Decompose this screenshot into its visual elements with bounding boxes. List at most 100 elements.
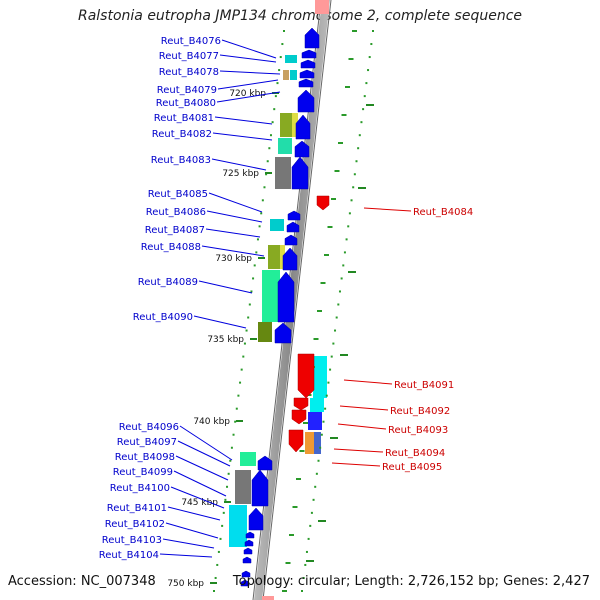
plus-gene-arrow	[251, 469, 269, 507]
plus-gene-arrow	[274, 322, 292, 344]
guide-dot	[260, 212, 263, 215]
guide-dot	[312, 498, 315, 501]
guide-dot	[221, 524, 224, 527]
leader-line-right	[337, 423, 387, 430]
backbone-edge	[262, 0, 332, 600]
gene-label-left: Reut_B4088	[141, 242, 201, 253]
plus-gene-arrow	[243, 547, 253, 555]
plus-gene-arrow	[299, 69, 315, 79]
leader-line-left	[219, 70, 281, 75]
guide-dot	[250, 290, 253, 293]
guide-dot	[317, 459, 320, 462]
minus-gene-arrow	[293, 397, 309, 411]
guide-dot	[227, 472, 230, 475]
guide-dot	[303, 422, 308, 424]
kbp-tick	[210, 582, 217, 584]
cog-block	[290, 70, 297, 80]
guide-dot	[341, 114, 347, 116]
minus-gene-arrow	[297, 353, 315, 399]
guide-dot	[256, 238, 259, 241]
guide-dot	[224, 498, 227, 501]
cog-block	[308, 412, 322, 430]
kbp-tick-label: 745 kbp	[181, 498, 218, 508]
guide-dot	[248, 303, 251, 306]
guide-dot	[217, 550, 220, 553]
minor-tick	[318, 520, 326, 522]
guide-dot	[282, 590, 287, 592]
guide-dot	[240, 368, 243, 371]
guide-dot	[372, 30, 374, 32]
guide-dot	[219, 537, 222, 540]
kbp-tick-label: 720 kbp	[229, 89, 266, 99]
plus-gene-arrow	[284, 234, 298, 246]
guide-dot	[338, 142, 343, 144]
guide-dot	[355, 160, 358, 163]
plus-gene-arrow	[301, 49, 317, 59]
plus-gene-arrow	[277, 271, 295, 323]
gene-label-left: Reut_B4086	[146, 207, 206, 218]
leader-line-left	[167, 506, 221, 521]
guide-dot	[362, 108, 365, 111]
kbp-tick-label: 740 kbp	[193, 417, 230, 427]
cog-block	[305, 432, 315, 454]
leader-line-left	[206, 210, 263, 223]
guide-dot	[348, 212, 351, 215]
guide-dot	[305, 550, 308, 553]
minor-tick	[366, 104, 374, 106]
kbp-tick-label: 750 kbp	[167, 579, 204, 589]
plus-gene-arrow	[287, 210, 301, 221]
kbp-tick-marks: 720 kbp 725 kbp 730 kbp 735 kbp 740 kbp 745 k…	[167, 89, 374, 589]
kbp-tick	[265, 172, 272, 174]
guide-dot	[269, 134, 272, 137]
guide-dot	[274, 95, 277, 98]
minor-tick	[348, 271, 356, 273]
guide-dot	[283, 30, 285, 32]
guide-dot	[320, 433, 323, 436]
cog-block	[280, 113, 292, 137]
guide-dot	[345, 86, 350, 88]
gene-label-left: Reut_B4098	[115, 452, 175, 463]
guide-dot	[302, 576, 305, 579]
leader-line-left	[219, 54, 277, 63]
leader-line-left	[175, 455, 229, 481]
leader-line-left	[217, 79, 279, 90]
guide-dot	[315, 472, 318, 475]
gene-label-right: Reut_B4095	[382, 462, 442, 473]
guide-dot	[365, 82, 368, 85]
cog-block	[240, 452, 256, 466]
plus-gene-arrow	[291, 156, 309, 190]
kbp-tick	[250, 338, 257, 340]
guide-dot	[230, 446, 233, 449]
gene-label-left: Reut_B4079	[157, 85, 217, 96]
kbp-tick-label: 730 kbp	[215, 254, 252, 264]
leader-line-left	[214, 116, 273, 125]
plus-gene-arrow	[244, 539, 254, 547]
guide-dot	[324, 254, 329, 256]
kbp-tick	[258, 257, 265, 259]
cog-block	[275, 157, 291, 189]
cog-block	[270, 219, 284, 231]
gene-label-left: Reut_B4097	[117, 437, 177, 448]
kbp-tick-label: 725 kbp	[222, 169, 259, 179]
guide-dot	[340, 277, 343, 280]
gene-label-left: Reut_B4078	[159, 67, 219, 78]
backbone-bottom-marker	[262, 596, 274, 600]
plus-gene-arrow	[248, 507, 264, 531]
guide-dot	[301, 590, 303, 592]
plus-gene-arrow	[241, 570, 251, 578]
leader-line-right	[339, 405, 389, 411]
guide-dot	[266, 160, 269, 163]
minus-gene-arrow	[291, 409, 307, 425]
gene-label-left: Reut_B4100	[110, 483, 170, 494]
guide-dot	[352, 186, 355, 189]
plus-gene-arrow	[282, 247, 298, 271]
guide-dot	[304, 563, 307, 566]
gene-label-right: Reut_B4094	[385, 448, 445, 459]
minor-tick	[306, 560, 314, 562]
guide-dot	[320, 282, 326, 284]
backbone-top-marker	[315, 0, 329, 14]
leader-line-left	[165, 522, 219, 539]
guide-dot	[237, 394, 240, 397]
plus-gene-arrow	[242, 556, 252, 564]
